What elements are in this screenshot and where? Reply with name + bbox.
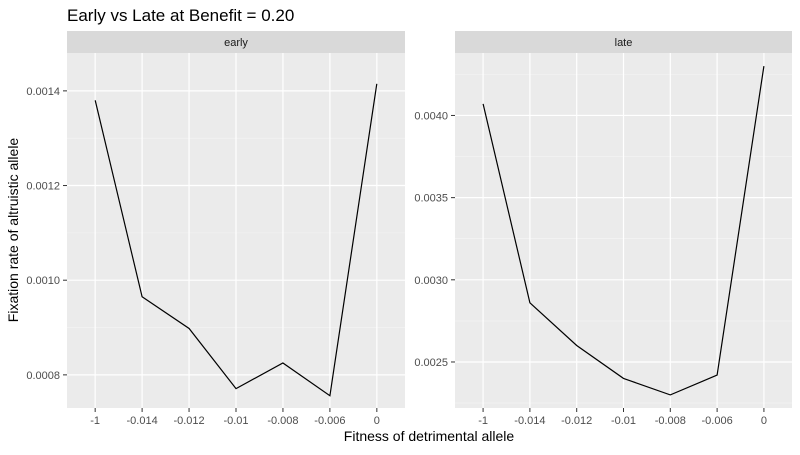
x-tick-label: -0.012 xyxy=(561,415,592,427)
x-tick-label: -1 xyxy=(478,415,488,427)
y-tick-label: 0.0014 xyxy=(26,86,60,98)
chart-title: Early vs Late at Benefit = 0.20 xyxy=(67,6,294,25)
x-tick-label: -0.01 xyxy=(223,415,248,427)
y-tick-label: 0.0025 xyxy=(414,357,448,369)
x-tick-label: -0.014 xyxy=(127,415,158,427)
strip-label: early xyxy=(224,37,248,49)
panels-layer: early 0.0008 0.0010 0.0012 0.0014 -1 -0.014 -0.… xyxy=(26,31,792,427)
x-tick-label: -1 xyxy=(90,415,100,427)
y-tick-label: 0.0010 xyxy=(26,275,60,287)
x-tick-label: -0.01 xyxy=(611,415,636,427)
y-axis-label: Fixation rate of altruistic allele xyxy=(5,138,21,323)
y-tick-label: 0.0030 xyxy=(414,275,448,287)
panel-late: late 0.0025 0.0030 0.0035 0.0040 -1 -0.014 -0.0… xyxy=(414,31,792,427)
y-tick-label: 0.0040 xyxy=(414,110,448,122)
x-tick-label: -0.008 xyxy=(655,415,686,427)
y-tick-label: 0.0008 xyxy=(26,370,60,382)
x-tick-label: 0 xyxy=(374,415,380,427)
x-tick-label: -0.006 xyxy=(314,415,345,427)
x-tick-label: -0.012 xyxy=(173,415,204,427)
panel-early: early 0.0008 0.0010 0.0012 0.0014 -1 -0.014 -0.… xyxy=(26,31,405,427)
x-axis-label: Fitness of detrimental allele xyxy=(344,428,515,444)
y-tick-label: 0.0012 xyxy=(26,181,60,193)
strip-label: late xyxy=(615,37,633,49)
x-tick-label: -0.008 xyxy=(267,415,298,427)
y-tick-label: 0.0035 xyxy=(414,193,448,205)
x-tick-label: 0 xyxy=(761,415,767,427)
x-tick-label: -0.006 xyxy=(702,415,733,427)
x-tick-label: -0.014 xyxy=(514,415,545,427)
